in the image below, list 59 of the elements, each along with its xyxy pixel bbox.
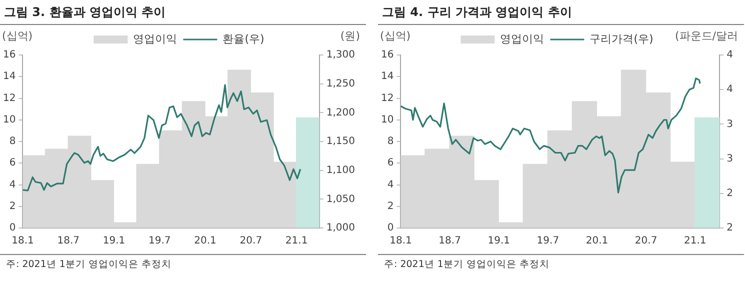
y2-tick-label: 1,300 <box>326 50 356 61</box>
y-tick-label: 4 <box>387 179 394 190</box>
y2-axis-title: (파운드/달러 <box>675 29 738 42</box>
y2-tick-label: 1,200 <box>326 107 356 118</box>
y2-tick-label: 1,000 <box>326 222 356 234</box>
y2-tick-label: 1,100 <box>326 164 356 176</box>
y-tick-label: 10 <box>2 114 16 126</box>
x-tick-label: 18.7 <box>57 236 80 247</box>
y-tick-label: 16 <box>380 50 394 61</box>
y-tick-label: 6 <box>9 158 16 169</box>
y2-tick-label: 1,250 <box>326 78 356 90</box>
y2-tick-label: 2 <box>726 222 734 234</box>
y2-tick-label: 1,150 <box>326 136 356 148</box>
y-tick-label: 0 <box>9 222 16 234</box>
x-tick-label: 18.1 <box>390 236 412 247</box>
y-tick-label: 4 <box>9 179 16 190</box>
y-tick-label: 2 <box>387 200 394 212</box>
x-tick-label: 21.1 <box>684 236 706 247</box>
y-tick-label: 14 <box>380 71 394 82</box>
y2-tick-label: 3 <box>726 118 734 130</box>
y-tick-label: 0 <box>387 222 394 234</box>
y-tick-label: 2 <box>9 200 16 212</box>
y2-tick-label: 4 <box>726 50 734 61</box>
y-tick-label: 14 <box>2 71 16 82</box>
x-tick-label: 19.7 <box>536 236 560 247</box>
y-tick-label: 16 <box>2 50 16 61</box>
x-tick-label: 19.1 <box>102 236 126 247</box>
legend-label: 구리가격(우) <box>590 32 654 46</box>
y-axis-title: (십억) <box>380 29 411 42</box>
y2-tick-label: 2 <box>726 188 734 199</box>
y-tick-label: 6 <box>387 158 394 169</box>
y2-tick-label: 1,050 <box>326 194 356 205</box>
chart-title: 그림 3. 환율과 영업이익 추이 <box>0 0 366 25</box>
text: 주: 2021년 1분기 영업이익은 추정치 <box>6 258 173 271</box>
legend-label: 환율(우) <box>222 32 264 46</box>
y2-tick-label: 3 <box>726 153 734 164</box>
x-tick-label: 19.7 <box>148 236 171 247</box>
legend-label: 영업이익 <box>133 32 178 46</box>
text: 주: 2021년 1분기 영업이익은 추정치 <box>384 258 551 271</box>
y-tick-label: 8 <box>387 136 394 148</box>
x-tick-label: 19.1 <box>488 236 510 247</box>
x-tick-label: 20.1 <box>194 236 216 247</box>
x-tick-label: 21.1 <box>285 236 308 247</box>
legend-label: 영업이익 <box>500 32 544 46</box>
bar <box>694 117 720 228</box>
x-tick-label: 20.1 <box>586 236 608 247</box>
x-tick-label: 20.7 <box>240 236 262 247</box>
y-axis-title: (십억) <box>2 29 33 42</box>
y2-tick-label: 4 <box>726 84 734 96</box>
x-tick-label: 18.1 <box>12 236 34 247</box>
x-tick-label: 20.7 <box>634 236 658 247</box>
chart-title: 그림 4. 구리 가격과 영업이익 추이 <box>378 0 744 25</box>
y-tick-label: 8 <box>9 136 16 148</box>
y2-axis-title: (원) <box>340 29 360 42</box>
x-tick-label: 18.7 <box>438 236 461 247</box>
y-tick-label: 12 <box>380 92 394 104</box>
y-tick-label: 10 <box>380 114 394 126</box>
bar <box>296 117 320 228</box>
y-tick-label: 12 <box>2 92 16 104</box>
